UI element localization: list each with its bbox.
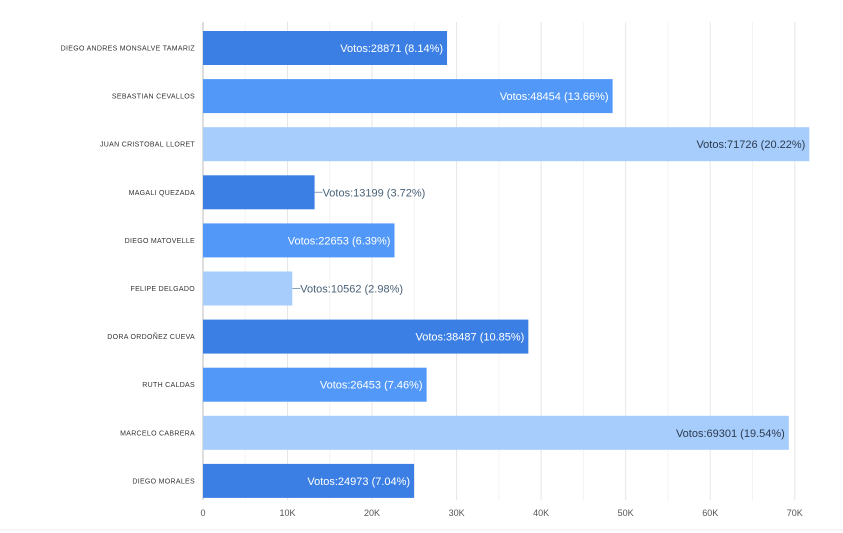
category-label: JUAN CRISTOBAL LLORET [100,142,195,149]
category-labels: DIEGO ANDRES MONSALVE TAMARIZ SEBASTIAN C… [61,46,196,486]
category-label: FELIPE DELGADO [131,286,196,293]
category-label: MAGALI QUEZADA [129,190,195,197]
category-label: DIEGO MORALES [132,478,195,485]
data-label: Votos:24973 (7.04%) [307,476,410,488]
x-tick-label: 10K [280,508,296,518]
category-label: DIEGO ANDRES MONSALVE TAMARIZ [61,46,196,53]
x-tick-label: 0 [200,508,205,518]
x-axis: 0 10K 20K 30K 40K 50K 60K 70K [200,508,802,518]
data-label: Votos:38487 (10.85%) [415,332,524,344]
bar [203,319,529,354]
x-tick-label: 40K [533,508,549,518]
x-tick-label: 60K [702,508,718,518]
bar [203,79,613,114]
bar [203,31,448,65]
bar [203,367,427,402]
data-label: Votos:28871 (8.14%) [340,43,443,55]
bar [203,463,415,498]
category-label: RUTH CALDAS [142,382,195,389]
data-label: Votos:69301 (19.54%) [676,428,785,440]
bar [203,175,315,210]
category-label: SEBASTIAN CEVALLOS [112,94,195,101]
category-label: DORA ORDOÑEZ CUEVA [107,332,195,341]
data-labels: Votos:28871 (8.14%) Votos:48454 (13.66%) V… [288,43,806,488]
x-tick-label: 70K [787,508,803,518]
data-label: Votos:71726 (20.22%) [696,139,805,151]
category-label: DIEGO MATOVELLE [125,238,195,245]
bar [203,127,810,162]
data-label: Votos:48454 (13.66%) [500,91,609,103]
bars [203,31,810,498]
x-tick-label: 20K [364,508,380,518]
data-label: Votos:22653 (6.39%) [288,235,391,247]
bar [203,271,293,306]
data-label: Votos:26453 (7.46%) [320,380,423,392]
x-tick-label: 30K [449,508,465,518]
bar [203,415,789,450]
category-label: MARCELO CABRERA [120,430,195,437]
bar [203,223,395,258]
data-label: Votos:10562 (2.98%) [300,284,403,296]
data-label: Votos:13199 (3.72%) [323,187,426,199]
x-tick-label: 50K [618,508,634,518]
